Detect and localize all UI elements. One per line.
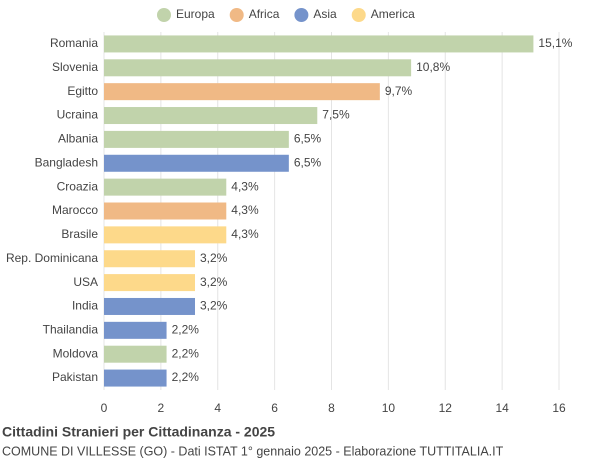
legend-marker — [157, 8, 171, 22]
x-tick-label: 8 — [328, 401, 335, 415]
bar — [104, 345, 167, 363]
x-tick-label: 6 — [271, 401, 278, 415]
y-tick-label: Moldova — [53, 346, 99, 360]
y-tick-label: Bangladesh — [35, 155, 98, 169]
bar — [104, 35, 534, 53]
value-label: 9,7% — [385, 84, 413, 98]
bar — [104, 178, 227, 196]
y-tick-label: Brasile — [61, 227, 98, 241]
bar — [104, 297, 195, 315]
y-tick-label: Thailandia — [43, 323, 99, 337]
x-tick-label: 12 — [439, 401, 453, 415]
chart-subtitle: COMUNE DI VILLESSE (GO) - Dati ISTAT 1° … — [2, 444, 504, 458]
value-label: 4,3% — [231, 203, 259, 217]
x-tick-label: 10 — [382, 401, 396, 415]
y-tick-label: Albania — [58, 132, 98, 146]
y-tick-label: Egitto — [67, 84, 98, 98]
x-tick-label: 4 — [214, 401, 221, 415]
y-tick-label: Rep. Dominicana — [6, 251, 98, 265]
value-label: 10,8% — [416, 60, 450, 74]
value-label: 4,3% — [231, 227, 259, 241]
x-tick-label: 16 — [552, 401, 566, 415]
bar — [104, 59, 412, 77]
value-label: 15,1% — [538, 36, 572, 50]
x-tick-label: 2 — [158, 401, 165, 415]
bar — [104, 154, 289, 172]
y-tick-label: Pakistan — [52, 370, 98, 384]
legend-marker — [229, 8, 244, 22]
y-tick-label: India — [72, 299, 98, 313]
legend-marker — [294, 8, 309, 22]
legend-label: America — [371, 7, 415, 21]
value-label: 2,2% — [172, 370, 200, 384]
bar — [104, 369, 167, 387]
y-tick-label: Ucraina — [57, 108, 99, 122]
bar — [104, 107, 318, 125]
x-tick-label: 0 — [101, 401, 108, 415]
legend-marker — [351, 8, 366, 22]
bar — [104, 321, 167, 339]
bar — [104, 250, 195, 268]
y-tick-label: Romania — [50, 36, 98, 50]
legend-label: Africa — [249, 7, 280, 21]
value-label: 4,3% — [231, 179, 259, 193]
y-tick-label: Marocco — [52, 203, 98, 217]
chart-title: Cittadini Stranieri per Cittadinanza - 2… — [2, 424, 275, 440]
y-tick-label: USA — [73, 275, 98, 289]
bar — [104, 274, 195, 292]
bar — [104, 226, 227, 244]
legend-label: Europa — [176, 7, 215, 21]
value-label: 3,2% — [200, 251, 228, 265]
value-label: 3,2% — [200, 275, 228, 289]
value-label: 7,5% — [322, 108, 350, 122]
bar — [104, 130, 289, 148]
y-tick-label: Croazia — [57, 179, 99, 193]
value-label: 2,2% — [172, 323, 200, 337]
x-tick-label: 14 — [495, 401, 509, 415]
value-label: 2,2% — [172, 346, 200, 360]
value-label: 3,2% — [200, 299, 228, 313]
value-label: 6,5% — [294, 155, 322, 169]
bar — [104, 83, 380, 101]
legend-label: Asia — [313, 7, 337, 21]
bar — [104, 202, 227, 220]
value-label: 6,5% — [294, 132, 322, 146]
y-tick-label: Slovenia — [52, 60, 98, 74]
